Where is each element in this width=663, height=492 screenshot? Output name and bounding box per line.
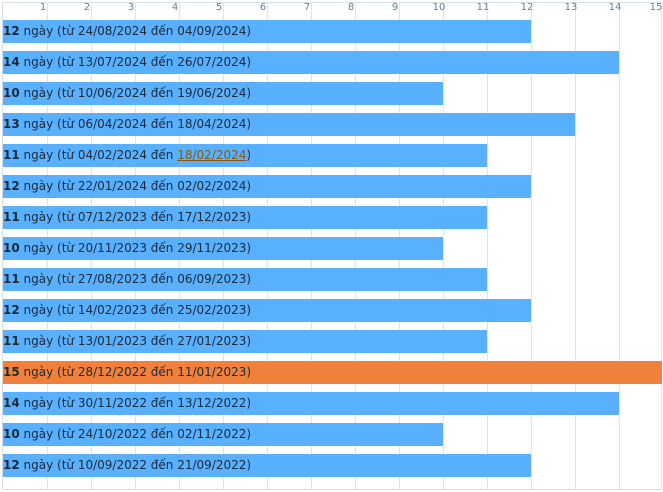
bar-4 <box>3 113 575 136</box>
end-date: 11/01/2023 <box>177 365 247 379</box>
end-date: 21/09/2022 <box>177 458 247 472</box>
end-date: 06/09/2023 <box>177 272 247 286</box>
end-date: 04/09/2024 <box>177 24 247 38</box>
bar-9 <box>3 268 487 291</box>
bar-8 <box>3 237 443 260</box>
grid-line-12 <box>531 2 532 489</box>
bar-value: 13 <box>3 117 20 131</box>
grid-line-13 <box>575 2 576 489</box>
bar-label-14: 10 ngày (từ 24/10/2022 đến 02/11/2022) <box>3 427 252 441</box>
x-tick-label-9: 9 <box>391 2 399 13</box>
x-tick-label-14: 14 <box>608 2 622 13</box>
bar-15 <box>3 454 531 477</box>
bar-label-5: 11 ngày (từ 04/02/2024 đến 18/02/2024) <box>3 148 252 162</box>
bar-value: 15 <box>3 365 20 379</box>
end-date: 29/11/2023 <box>177 241 247 255</box>
bar-2 <box>3 51 619 74</box>
bar-label-7: 11 ngày (từ 07/12/2023 đến 17/12/2023) <box>3 210 252 224</box>
bar-13 <box>3 392 619 415</box>
bar-label-6: 12 ngày (từ 22/01/2024 đến 02/02/2024) <box>3 179 252 193</box>
bar-1 <box>3 20 531 43</box>
grid-line-11 <box>487 2 488 489</box>
bar-label-4: 13 ngày (từ 06/04/2024 đến 18/04/2024) <box>3 117 252 131</box>
grid-line-14 <box>619 2 620 489</box>
bar-value: 11 <box>3 148 20 162</box>
x-tick-label-6: 6 <box>259 2 267 13</box>
bar-label-12: 15 ngày (từ 28/12/2022 đến 11/01/2023) <box>3 365 252 379</box>
x-tick-label-10: 10 <box>432 2 446 13</box>
bar-value: 12 <box>3 303 20 317</box>
end-date: 19/06/2024 <box>177 86 247 100</box>
x-tick-label-2: 2 <box>83 2 91 13</box>
bar-label-15: 12 ngày (từ 10/09/2022 đến 21/09/2022) <box>3 458 252 472</box>
bar-label-9: 11 ngày (từ 27/08/2023 đến 06/09/2023) <box>3 272 252 286</box>
grid-line-15 <box>661 2 662 489</box>
bar-value: 10 <box>3 427 20 441</box>
x-tick-label-11: 11 <box>476 2 490 13</box>
bar-value: 11 <box>3 334 20 348</box>
x-tick-label-1: 1 <box>39 2 47 13</box>
x-tick-label-13: 13 <box>564 2 578 13</box>
bar-value: 12 <box>3 458 20 472</box>
bar-value: 12 <box>3 24 20 38</box>
end-date: 17/12/2023 <box>177 210 247 224</box>
bar-7 <box>3 206 487 229</box>
x-tick-label-12: 12 <box>520 2 534 13</box>
end-date: 25/02/2023 <box>177 303 247 317</box>
end-date: 02/11/2022 <box>177 427 247 441</box>
end-date: 13/12/2022 <box>177 396 247 410</box>
bar-label-2: 14 ngày (từ 13/07/2024 đến 26/07/2024) <box>3 55 252 69</box>
end-date: 18/04/2024 <box>177 117 247 131</box>
bar-label-3: 10 ngày (từ 10/06/2024 đến 19/06/2024) <box>3 86 252 100</box>
end-date-link[interactable]: 18/02/2024 <box>177 148 247 162</box>
bar-11 <box>3 330 487 353</box>
x-tick-label-5: 5 <box>215 2 223 13</box>
end-date: 26/07/2024 <box>177 55 247 69</box>
x-tick-label-15: 15 <box>649 2 663 13</box>
x-tick-label-8: 8 <box>347 2 355 13</box>
bar-value: 10 <box>3 241 20 255</box>
bar-value: 14 <box>3 396 20 410</box>
bar-value: 10 <box>3 86 20 100</box>
bar-3 <box>3 82 443 105</box>
end-date: 02/02/2024 <box>177 179 247 193</box>
bar-value: 11 <box>3 272 20 286</box>
x-tick-label-4: 4 <box>171 2 179 13</box>
bar-12 <box>3 361 662 384</box>
bar-14 <box>3 423 443 446</box>
bar-10 <box>3 299 531 322</box>
bar-label-1: 12 ngày (từ 24/08/2024 đến 04/09/2024) <box>3 24 252 38</box>
end-date: 27/01/2023 <box>177 334 247 348</box>
bar-label-10: 12 ngày (từ 14/02/2023 đến 25/02/2023) <box>3 303 252 317</box>
bar-5 <box>3 144 487 167</box>
bar-label-13: 14 ngày (từ 30/11/2022 đến 13/12/2022) <box>3 396 252 410</box>
grid-line-10 <box>443 2 444 489</box>
bar-label-11: 11 ngày (từ 13/01/2023 đến 27/01/2023) <box>3 334 252 348</box>
x-tick-label-7: 7 <box>303 2 311 13</box>
bar-6 <box>3 175 531 198</box>
bar-value: 12 <box>3 179 20 193</box>
bar-label-8: 10 ngày (từ 20/11/2023 đến 29/11/2023) <box>3 241 252 255</box>
bar-value: 14 <box>3 55 20 69</box>
bar-value: 11 <box>3 210 20 224</box>
x-tick-label-3: 3 <box>127 2 135 13</box>
